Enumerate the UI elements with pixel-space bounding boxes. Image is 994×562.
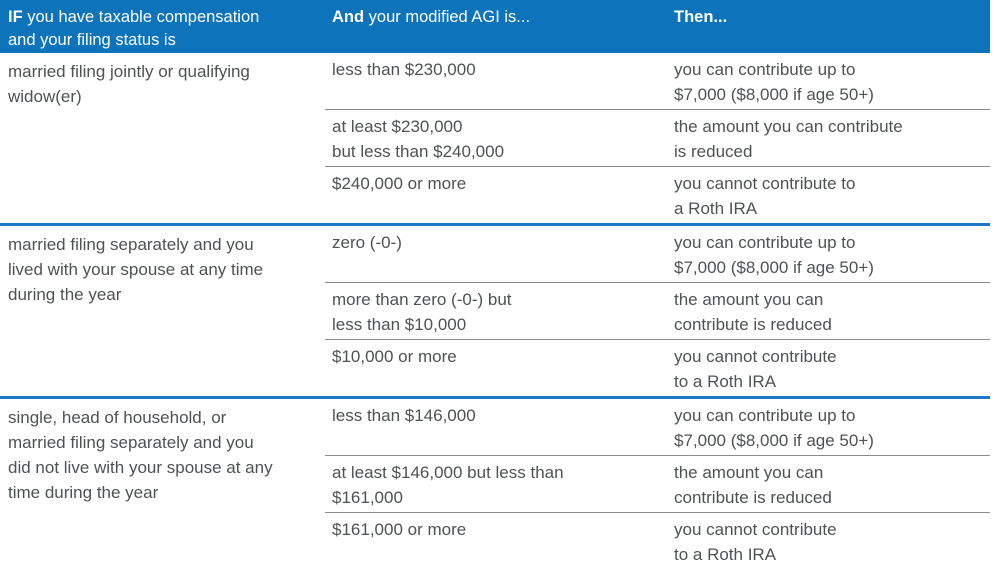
filing-status-cell: married filing separately and you lived … (8, 235, 264, 304)
then-cell: you cannot contribute to a Roth IRA (674, 174, 856, 218)
agi-cell: at least $146,000 but less than $161,000 (332, 463, 564, 507)
filing-status-cell: married filing jointly or qualifying wid… (8, 62, 250, 106)
filing-status-cell: single, head of household, or married fi… (8, 408, 273, 502)
agi-cell: more than zero (-0-) but less than $10,0… (332, 290, 512, 334)
group-rows: less than $230,000 you can contribute up… (325, 53, 990, 223)
then-cell: the amount you can contribute is reduced (674, 117, 903, 161)
table-row: less than $146,000 you can contribute up… (325, 399, 990, 455)
then-cell: the amount you can contribute is reduced (674, 463, 832, 507)
then-cell: you can contribute up to $7,000 ($8,000 … (674, 60, 874, 104)
agi-cell: $240,000 or more (332, 174, 467, 193)
then-cell: you can contribute up to $7,000 ($8,000 … (674, 233, 874, 277)
agi-cell: $161,000 or more (332, 520, 467, 539)
header-modified-agi-text: your modified AGI is... (364, 8, 531, 26)
group-rows: zero (-0-) you can contribute up to $7,0… (325, 226, 990, 396)
then-cell: you cannot contribute to a Roth IRA (674, 347, 837, 391)
then-cell: the amount you can contribute is reduced (674, 290, 832, 334)
table-row: at least $146,000 but less than $161,000… (325, 455, 990, 512)
filing-group-married-separately-lived-with-spouse: married filing separately and you lived … (0, 223, 990, 396)
header-filing-status-text: you have taxable compensation and your f… (8, 8, 260, 49)
table-row: $240,000 or more you cannot contribute t… (325, 166, 990, 223)
header-filing-status-column: IF you have taxable compensation and you… (0, 0, 325, 53)
table-row: less than $230,000 you can contribute up… (325, 53, 990, 109)
filing-group-single-head-of-household: single, head of household, or married fi… (0, 396, 990, 562)
header-modified-agi-bold: And (332, 8, 365, 26)
header-modified-agi-column: And your modified AGI is... (325, 0, 667, 53)
agi-cell: at least $230,000 but less than $240,000 (332, 117, 505, 161)
header-then-bold: Then... (674, 8, 728, 26)
header-then-column: Then... (667, 0, 990, 53)
agi-cell: less than $146,000 (332, 406, 476, 425)
table-row: zero (-0-) you can contribute up to $7,0… (325, 226, 990, 282)
group-rows: less than $146,000 you can contribute up… (325, 399, 990, 562)
filing-group-married-jointly: married filing jointly or qualifying wid… (0, 53, 990, 223)
agi-cell: $10,000 or more (332, 347, 457, 366)
table-row: $161,000 or more you cannot contribute t… (325, 512, 990, 562)
agi-cell: less than $230,000 (332, 60, 476, 79)
header-filing-status-bold: IF (8, 8, 23, 26)
then-cell: you can contribute up to $7,000 ($8,000 … (674, 406, 874, 450)
table-row: $10,000 or more you cannot contribute to… (325, 339, 990, 396)
table-header-row: IF you have taxable compensation and you… (0, 0, 990, 53)
table-row: more than zero (-0-) but less than $10,0… (325, 282, 990, 339)
table-row: at least $230,000 but less than $240,000… (325, 109, 990, 166)
agi-cell: zero (-0-) (332, 233, 402, 252)
then-cell: you cannot contribute to a Roth IRA (674, 520, 837, 562)
